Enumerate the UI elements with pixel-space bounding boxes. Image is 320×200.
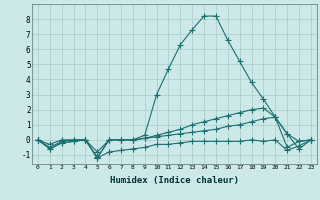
X-axis label: Humidex (Indice chaleur): Humidex (Indice chaleur) xyxy=(110,176,239,185)
